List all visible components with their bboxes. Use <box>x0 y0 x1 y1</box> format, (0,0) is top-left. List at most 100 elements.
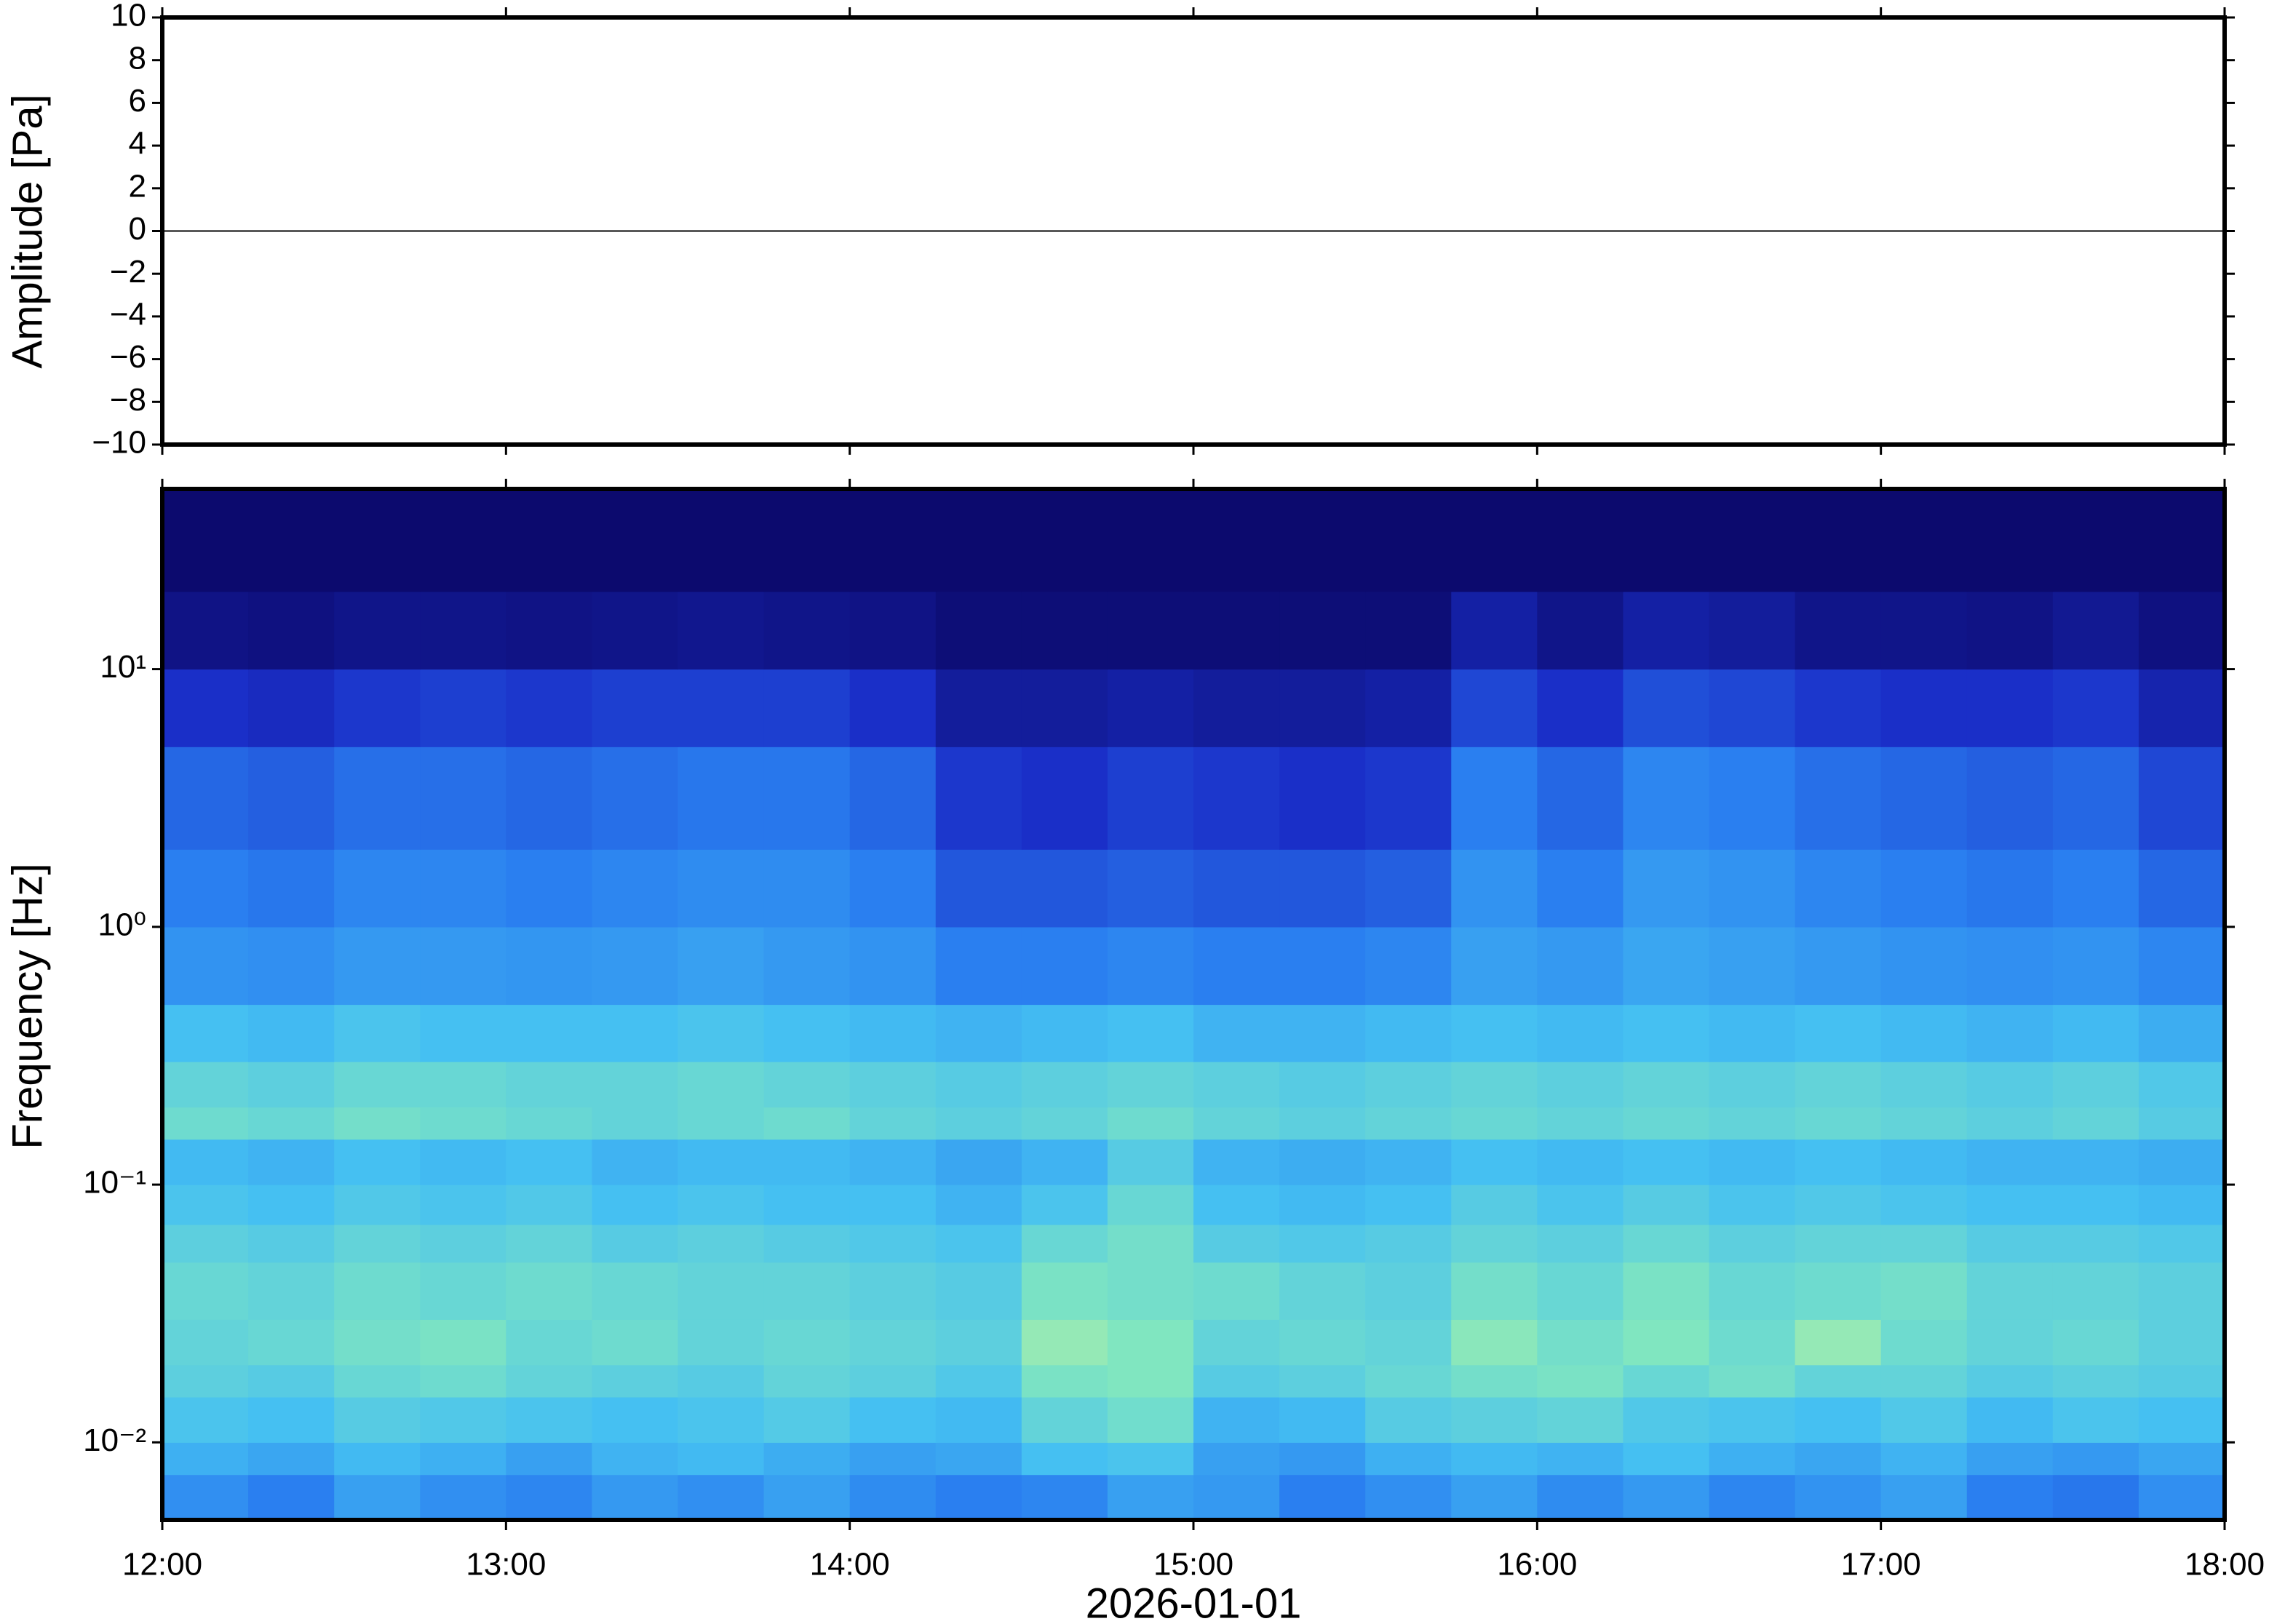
spectrogram-cell <box>1709 1442 1796 1476</box>
spectrogram-cell <box>420 849 506 928</box>
spectrogram-cell <box>1107 1442 1194 1476</box>
spectrogram-cell <box>1193 1474 1280 1521</box>
spectrogram-cell <box>763 1442 851 1476</box>
spectrogram-cell <box>1537 1262 1624 1320</box>
spectrogram-cell <box>1880 669 1968 747</box>
spectrogram-cell <box>1795 669 1882 747</box>
spectrogram-cell <box>763 1474 851 1521</box>
spectrogram-cell <box>935 489 1022 592</box>
spectrogram-cell <box>2138 1004 2225 1062</box>
spectrogram-cell <box>1623 669 1710 747</box>
spectrogram-cell <box>248 1185 335 1225</box>
spectrogram-cell <box>1966 1396 2054 1443</box>
spectrogram-cell <box>2052 1442 2139 1476</box>
spectrogram-cell <box>677 1062 765 1108</box>
spectrogram-cell <box>162 1364 249 1398</box>
spectrogram-cell <box>1021 1396 1108 1443</box>
spectrogram-cell <box>334 1262 421 1320</box>
spectrogram-cell <box>1795 1262 1882 1320</box>
spectrogram-cell <box>1279 747 1366 850</box>
spectrogram-cell <box>592 1185 679 1225</box>
spectrogram-cell <box>1623 1224 1710 1263</box>
spectrogram-cell <box>849 1107 937 1140</box>
spectrogram-cell <box>1537 1364 1624 1398</box>
spectrogram-cell <box>1709 1396 1796 1443</box>
spectrogram-cell <box>1279 591 1366 670</box>
spectrogram-cell <box>677 926 765 1006</box>
spectrogram-cell <box>334 747 421 850</box>
spectrogram-cell <box>1193 1139 1280 1185</box>
spectrogram-cell <box>334 1062 421 1108</box>
spectrogram-cell <box>1021 1262 1108 1320</box>
spectrogram-cell <box>506 1062 593 1108</box>
spectrogram-cell <box>763 1262 851 1320</box>
spectrogram-cell <box>1966 669 2054 747</box>
spectrogram-cell <box>248 1262 335 1320</box>
spectrogram-cell <box>592 747 679 850</box>
spectrogram-cell <box>1107 591 1194 670</box>
spectrogram-cell <box>162 1004 249 1062</box>
spectrogram-cell <box>2052 669 2139 747</box>
spectrogram-cell <box>849 489 937 592</box>
spectrogram-cell <box>849 1319 937 1366</box>
frequency-axis-label: Frequency [Hz] <box>4 863 51 1149</box>
spectrogram-cell <box>1709 1364 1796 1398</box>
spectrogram-cell <box>849 1185 937 1225</box>
spectrogram-cell <box>1021 1442 1108 1476</box>
spectrogram-cell <box>1107 1062 1194 1108</box>
spectrogram-cell <box>420 1107 506 1140</box>
spectrogram-cell <box>1709 489 1796 592</box>
spectrogram-cell <box>1193 669 1280 747</box>
spectrogram-cell <box>1365 1107 1452 1140</box>
spectrogram-cell <box>1365 1364 1452 1398</box>
spectrogram-cell <box>677 1139 765 1185</box>
spectrogram-cell <box>248 489 335 592</box>
spectrogram-cell <box>1709 926 1796 1006</box>
spectrogram-cell <box>506 669 593 747</box>
spectrogram-cell <box>248 1224 335 1263</box>
spectrogram-cell <box>248 1107 335 1140</box>
spectrogram-cell <box>2138 1364 2225 1398</box>
spectrogram-cell <box>1709 591 1796 670</box>
spectrogram-cell <box>1021 1185 1108 1225</box>
spectrogram-cell <box>1279 1185 1366 1225</box>
y-tick-label: 8 <box>129 40 146 76</box>
spectrogram-cell <box>1537 489 1624 592</box>
spectrogram-cell <box>849 1396 937 1443</box>
spectrogram-cell <box>1537 849 1624 928</box>
spectrogram-cell <box>506 849 593 928</box>
spectrogram-cell <box>592 1262 679 1320</box>
spectrogram-cell <box>162 591 249 670</box>
spectrogram-cell <box>1966 489 2054 592</box>
y-tick-label: −10 <box>92 425 146 461</box>
spectrogram-cell <box>1021 1139 1108 1185</box>
spectrogram-cell <box>1795 1474 1882 1521</box>
spectrogram-cell <box>763 669 851 747</box>
spectrogram-cell <box>935 1004 1022 1062</box>
spectrogram-cell <box>334 1319 421 1366</box>
y-tick-label: 10⁻¹ <box>83 1165 146 1201</box>
spectrogram-cell <box>506 926 593 1006</box>
spectrogram-cell <box>935 1262 1022 1320</box>
spectrogram-cell <box>1365 591 1452 670</box>
spectrogram-cell <box>677 489 765 592</box>
spectrogram-cell <box>1537 1474 1624 1521</box>
spectrogram-cell <box>1279 669 1366 747</box>
spectrogram-cell <box>1795 1442 1882 1476</box>
spectrogram-cell <box>1107 1319 1194 1366</box>
spectrogram-cell <box>1021 489 1108 592</box>
spectrogram-cell <box>2138 1442 2225 1476</box>
y-tick-label: 0 <box>129 211 146 247</box>
spectrogram-cell <box>935 747 1022 850</box>
spectrogram-cell <box>763 1004 851 1062</box>
spectrogram-cell <box>1451 1442 1538 1476</box>
spectrogram-cell <box>506 1185 593 1225</box>
spectrogram-cell <box>1021 747 1108 850</box>
spectrogram-cell <box>935 669 1022 747</box>
spectrogram-cell <box>248 1004 335 1062</box>
spectrogram-cell <box>248 747 335 850</box>
spectrogram-cell <box>935 926 1022 1006</box>
spectrogram-cell <box>1279 1139 1366 1185</box>
spectrogram-cell <box>1795 1004 1882 1062</box>
